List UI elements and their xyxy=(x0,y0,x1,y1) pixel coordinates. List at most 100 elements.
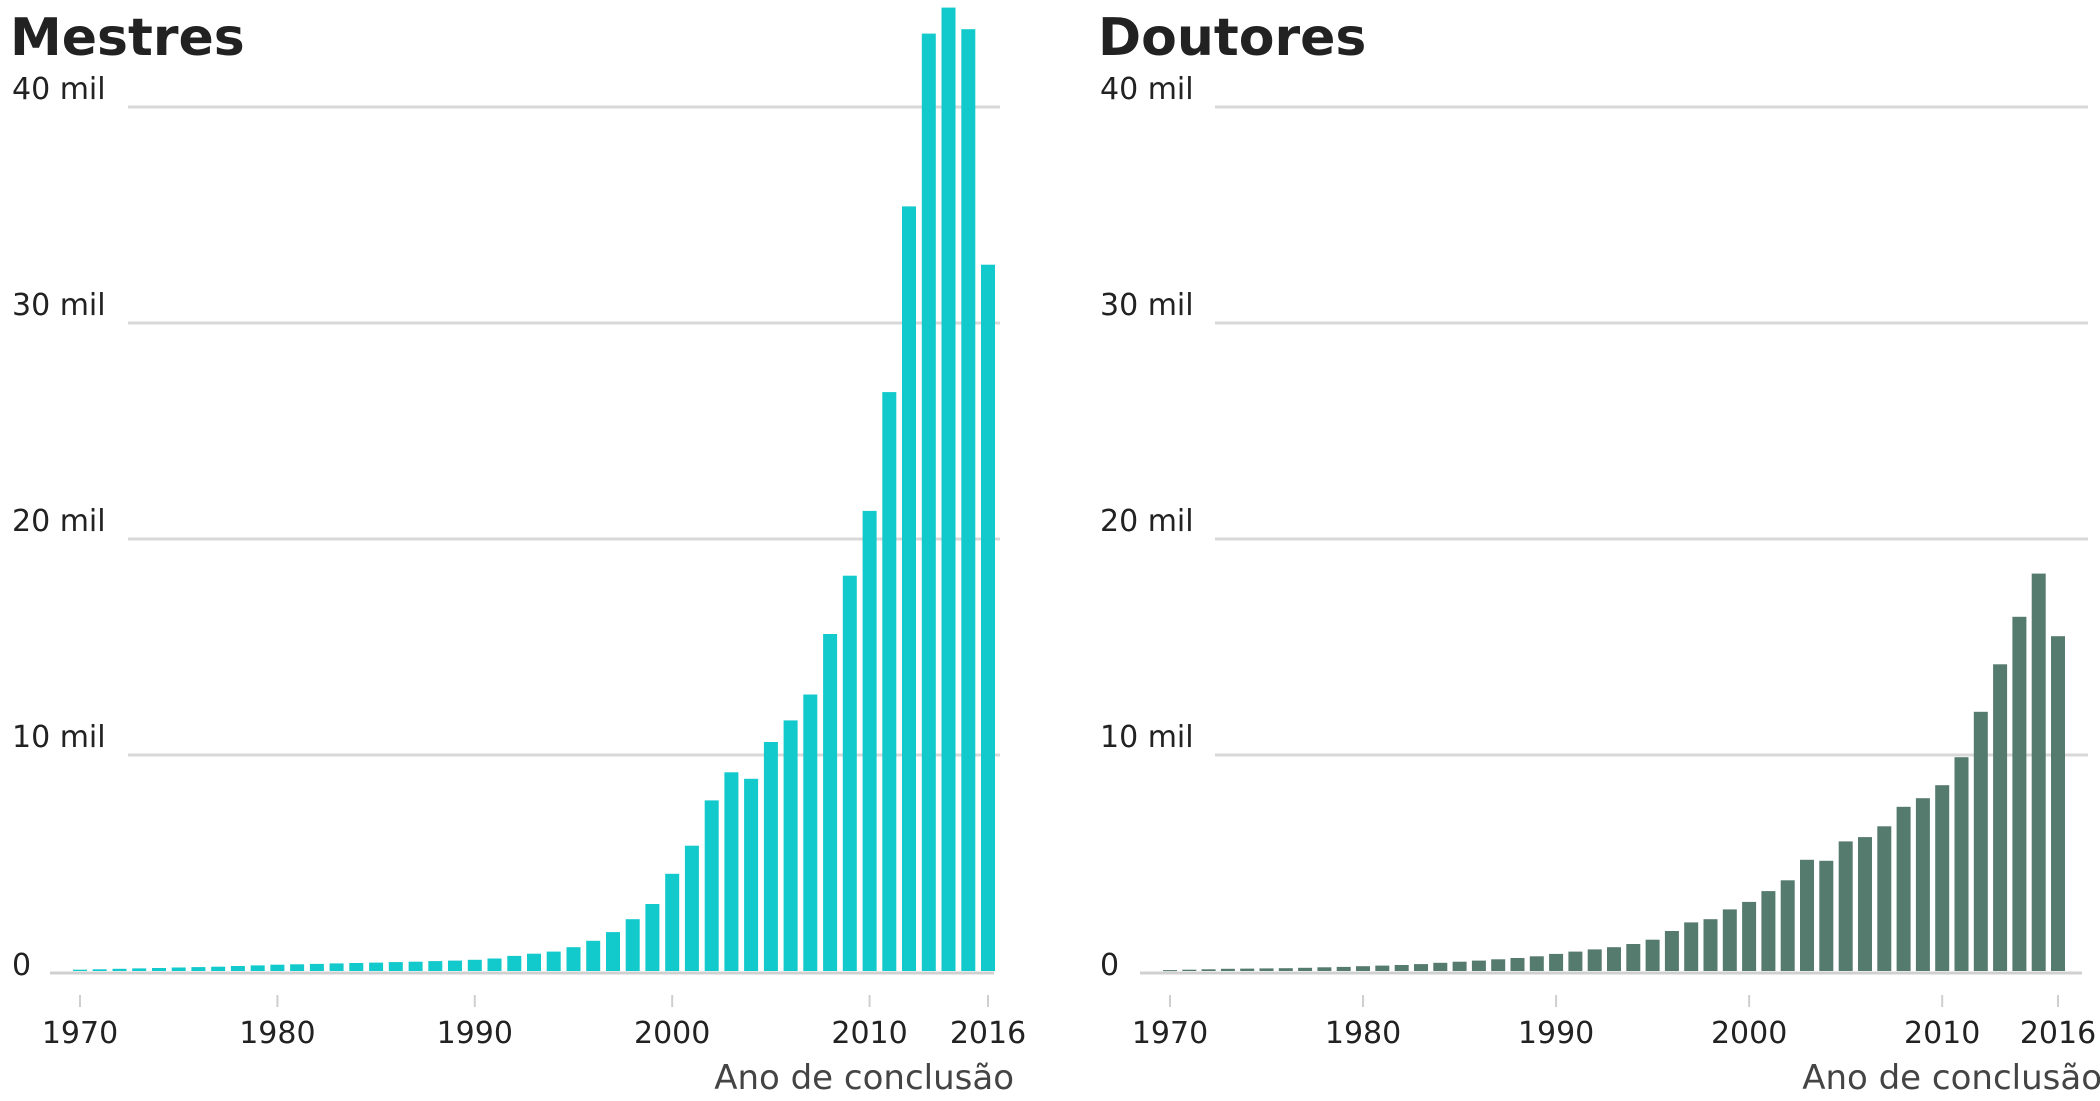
bars-layer xyxy=(1163,573,2065,972)
bar-1981 xyxy=(290,964,305,971)
bar-2015 xyxy=(2031,573,2046,971)
bar-1988 xyxy=(1510,958,1525,971)
bar-1979 xyxy=(1336,966,1351,971)
y-tick-label: 20 mil xyxy=(1100,504,1194,539)
bar-1988 xyxy=(428,961,443,971)
bar-1997 xyxy=(606,932,620,971)
bar-1975 xyxy=(1259,968,1274,971)
bar-2008 xyxy=(1896,806,1911,971)
bar-2006 xyxy=(1858,837,1872,971)
bar-1991 xyxy=(487,958,502,971)
chart-panel-doutores: Doutores 0 10 mil 20 mil 30 mil 40 mil 1970 19… xyxy=(1098,8,2100,1098)
bar-1980 xyxy=(270,964,285,971)
x-tick-label: 2000 xyxy=(1711,1016,1787,1051)
x-tick-label: 1980 xyxy=(1325,1016,1401,1051)
bar-1993 xyxy=(1607,947,1621,971)
bar-2002 xyxy=(704,800,719,971)
grid-layer xyxy=(1215,105,2088,757)
bar-1985 xyxy=(1452,961,1467,971)
bar-2014 xyxy=(2012,616,2027,971)
axis-layer: 0 10 mil 20 mil 30 mil 40 mil 1970 1980 1990 200… xyxy=(1100,72,2096,1051)
bar-2015 xyxy=(961,29,976,971)
bar-2001 xyxy=(684,845,699,971)
y-tick-label: 0 xyxy=(12,948,31,983)
bar-1973 xyxy=(132,968,147,971)
bar-1998 xyxy=(625,919,640,971)
bar-1996 xyxy=(586,940,601,971)
x-tick-label: 1980 xyxy=(239,1016,315,1051)
bar-2014 xyxy=(941,7,956,972)
bar-2005 xyxy=(763,742,778,971)
bar-1992 xyxy=(1587,949,1602,971)
bar-2012 xyxy=(1973,711,1988,971)
bar-1970 xyxy=(1163,970,1177,972)
bar-2009 xyxy=(1915,798,1930,971)
x-axis-label: Ano de conclusão xyxy=(714,1058,1014,1098)
bar-2013 xyxy=(921,33,936,972)
axis-layer: 0 10 mil 20 mil 30 mil 40 mil 1970 1980 1990 200… xyxy=(12,72,1026,1051)
bar-1986 xyxy=(388,962,403,971)
bar-1997 xyxy=(1684,922,1699,971)
bar-2016 xyxy=(981,264,995,971)
bar-1993 xyxy=(527,953,541,971)
bar-1982 xyxy=(1394,965,1409,971)
bar-1990 xyxy=(1549,953,1564,971)
bar-2011 xyxy=(882,392,897,972)
bar-1975 xyxy=(171,967,186,971)
bar-2010 xyxy=(862,510,877,971)
bars-layer xyxy=(73,7,995,972)
bar-1974 xyxy=(1240,968,1255,971)
bar-1977 xyxy=(211,966,226,971)
bar-1998 xyxy=(1703,919,1718,971)
x-tick-label: 1970 xyxy=(42,1016,118,1051)
bar-1976 xyxy=(1278,968,1293,971)
bar-1978 xyxy=(230,966,245,971)
bar-2004 xyxy=(744,778,759,971)
chart-panel-mestres: Mestres 0 10 mil 20 mil 30 mil 40 mil 1970 198… xyxy=(10,7,1026,1098)
x-tick-label: 2016 xyxy=(2020,1016,2096,1051)
bar-1986 xyxy=(1471,960,1486,971)
y-tick-label: 0 xyxy=(1100,948,1119,983)
bar-1977 xyxy=(1298,967,1313,971)
bar-1970 xyxy=(73,969,87,971)
bar-1981 xyxy=(1375,965,1390,971)
bar-1989 xyxy=(1529,956,1544,971)
bar-1995 xyxy=(566,947,581,971)
bar-2013 xyxy=(1993,664,2008,971)
bar-1987 xyxy=(1491,959,1506,971)
bar-1992 xyxy=(507,955,522,971)
chart-title: Doutores xyxy=(1098,8,1366,68)
bar-1984 xyxy=(1433,962,1448,971)
bar-1982 xyxy=(309,963,324,971)
chart-title: Mestres xyxy=(10,8,245,68)
bar-1989 xyxy=(448,960,462,971)
bar-2009 xyxy=(842,575,857,971)
bar-2011 xyxy=(1954,757,1969,971)
bar-1973 xyxy=(1220,968,1235,971)
bar-1974 xyxy=(152,968,166,971)
bar-1990 xyxy=(467,959,482,971)
bar-1995 xyxy=(1645,939,1660,971)
y-tick-label: 30 mil xyxy=(12,288,106,323)
x-tick-label: 2010 xyxy=(1904,1016,1980,1051)
bar-2007 xyxy=(1877,826,1892,971)
bar-1971 xyxy=(92,969,107,971)
bar-2004 xyxy=(1819,860,1834,971)
x-tick-label: 1990 xyxy=(1518,1016,1594,1051)
bar-1972 xyxy=(1201,969,1216,971)
bar-2010 xyxy=(1935,785,1950,971)
bar-1978 xyxy=(1317,967,1332,971)
bar-1984 xyxy=(349,963,364,971)
y-tick-label: 30 mil xyxy=(1100,288,1194,323)
bar-1999 xyxy=(1722,909,1737,971)
y-tick-label: 40 mil xyxy=(12,72,106,107)
bar-1971 xyxy=(1182,969,1197,971)
bar-1979 xyxy=(250,965,265,971)
x-tick-label: 1990 xyxy=(437,1016,513,1051)
y-tick-label: 10 mil xyxy=(1100,720,1194,755)
bar-2012 xyxy=(902,206,916,971)
bar-2007 xyxy=(803,694,818,971)
bar-1996 xyxy=(1664,931,1679,971)
x-tick-label: 2000 xyxy=(634,1016,710,1051)
